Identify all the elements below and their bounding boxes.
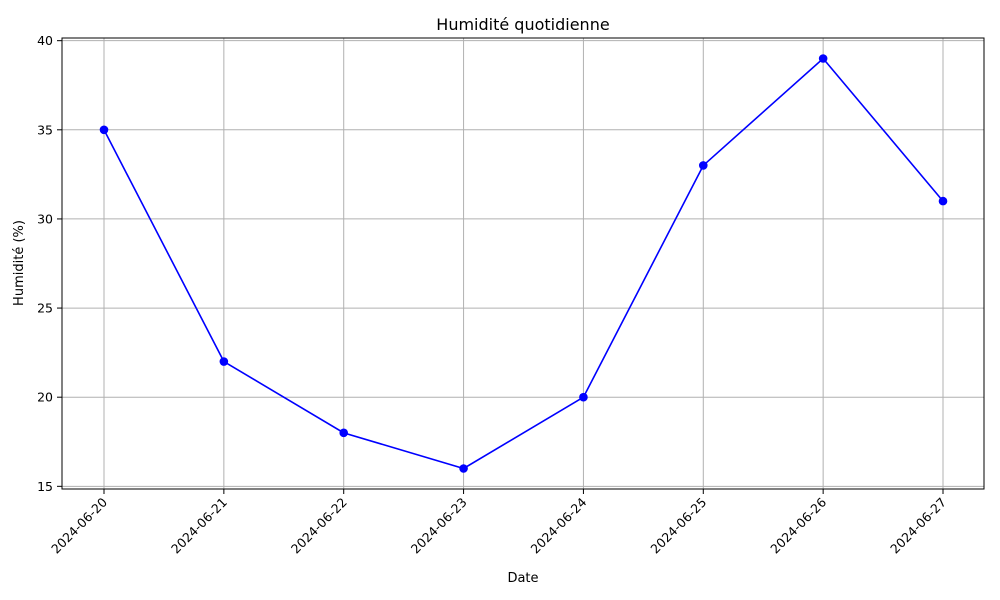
x-tick-label: 2024-06-20	[48, 494, 110, 556]
data-point	[339, 428, 349, 438]
y-axis: 15 20 25 30 35 40	[37, 33, 62, 494]
x-axis-label: Date	[507, 571, 538, 586]
data-point	[818, 54, 828, 63]
x-tick-label: 2024-06-27	[887, 495, 949, 557]
series-line	[103, 57, 944, 470]
plot-frame	[61, 37, 985, 490]
x-tick-label: 2024-06-23	[408, 495, 470, 557]
x-tick-label: 2024-06-26	[767, 494, 829, 556]
grid-layer	[62, 38, 984, 489]
x-axis: 2024-06-20 2024-06-21 2024-06-22 2024-06-23…	[48, 489, 949, 556]
x-tick-label: 2024-06-24	[528, 494, 590, 556]
x-tick-label: 2024-06-21	[168, 495, 230, 557]
x-tick-label: 2024-06-22	[288, 495, 350, 557]
chart-title: Humidité quotidienne	[436, 15, 609, 34]
data-point	[938, 196, 948, 206]
y-axis-label: Humidité (%)	[12, 220, 27, 306]
series-layer	[99, 54, 948, 473]
data-point	[698, 161, 708, 170]
x-tick-label: 2024-06-25	[647, 495, 709, 557]
y-tick-label: 40	[37, 33, 53, 48]
data-point	[459, 464, 468, 473]
y-tick-label: 30	[37, 211, 53, 226]
y-tick-label: 35	[37, 122, 53, 137]
data-point	[99, 125, 109, 135]
data-point	[219, 357, 229, 366]
y-tick-label: 15	[37, 479, 53, 494]
data-point	[579, 392, 588, 402]
y-tick-label: 25	[37, 301, 53, 316]
y-tick-label: 20	[37, 390, 53, 405]
